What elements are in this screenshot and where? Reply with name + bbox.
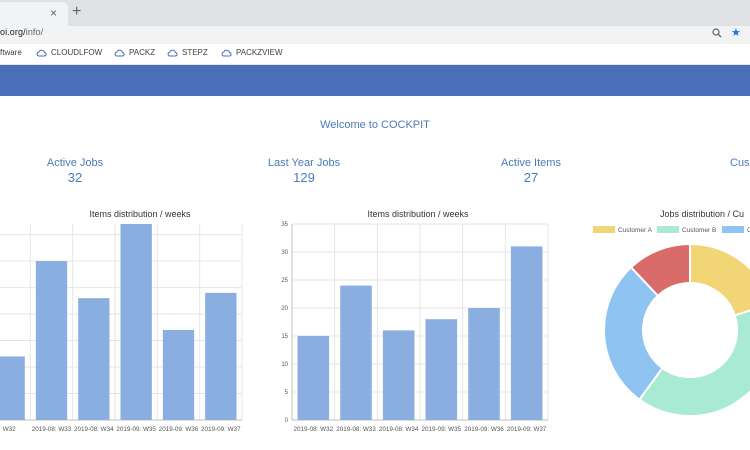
x-tick-label: 2019-09: W35 bbox=[116, 426, 156, 433]
stat-value: 129 bbox=[293, 170, 315, 185]
bookmark-label: STEPZ bbox=[182, 48, 208, 57]
bar bbox=[382, 330, 415, 420]
bookmark-cloudflow[interactable]: CLOUDLFOW bbox=[36, 48, 102, 57]
stat-label: Active Items bbox=[501, 157, 561, 169]
bar bbox=[78, 298, 110, 420]
bar bbox=[425, 319, 458, 420]
chart1-title: Items distribution / weeks bbox=[89, 209, 191, 219]
bookmark-software[interactable]: ftware bbox=[0, 48, 22, 57]
x-tick-label: 2019-08: W34 bbox=[74, 426, 114, 433]
stat-active-jobs: Active Jobs 32 bbox=[35, 157, 115, 185]
app-header-bar bbox=[0, 65, 750, 96]
legend-swatch bbox=[593, 226, 615, 233]
stat-active-items: Active Items 27 bbox=[486, 157, 576, 185]
x-tick-label: 2019-08: W32 bbox=[294, 426, 334, 433]
bookmark-label: PACKZ bbox=[129, 48, 156, 57]
x-tick-label: 2019-08: W33 bbox=[32, 426, 72, 433]
bar bbox=[162, 329, 195, 420]
x-tick-label: 2019-08: W33 bbox=[336, 426, 376, 433]
pie-slice bbox=[689, 242, 750, 317]
bar bbox=[297, 336, 330, 420]
bookmark-label: ftware bbox=[0, 48, 22, 57]
stat-value: 32 bbox=[67, 170, 83, 185]
x-tick-label: 2019-09: W35 bbox=[422, 426, 462, 433]
pie-slice bbox=[603, 265, 664, 401]
legend-swatch bbox=[722, 226, 744, 233]
y-tick-label: 20 bbox=[281, 306, 288, 312]
bar bbox=[468, 308, 500, 420]
bar bbox=[0, 356, 25, 420]
new-tab-button[interactable]: + bbox=[72, 3, 82, 20]
cloud-icon bbox=[36, 49, 47, 57]
bar bbox=[510, 246, 543, 420]
close-tab-icon[interactable]: × bbox=[50, 6, 58, 20]
legend-customer-b[interactable]: Customer B bbox=[657, 226, 716, 234]
x-tick-label: 2019-09: W37 bbox=[507, 426, 547, 433]
y-tick-label: 0 bbox=[285, 418, 289, 424]
legend-label: Customer B bbox=[682, 227, 717, 234]
stat-customers: Cus bbox=[730, 157, 750, 170]
chart1-items-by-week: W32 2019-08: W33 2019-08: W34 2019-09: W35 2… bbox=[0, 224, 243, 433]
y-tick-label: 10 bbox=[281, 362, 288, 368]
stat-last-year-jobs: Last Year Jobs 129 bbox=[254, 157, 354, 185]
cloud-icon bbox=[114, 49, 125, 57]
browser-tab-bar: × + bbox=[0, 0, 750, 26]
y-tick-label: 30 bbox=[281, 250, 288, 256]
y-tick-label: 25 bbox=[281, 278, 288, 284]
pie-slice bbox=[638, 309, 750, 417]
stat-label: Active Jobs bbox=[46, 157, 104, 169]
chart2-title: Items distribution / weeks bbox=[367, 209, 469, 219]
legend-customer-c[interactable]: C bbox=[722, 226, 750, 234]
y-tick-label: 5 bbox=[285, 390, 289, 396]
stat-label: Last Year Jobs bbox=[267, 157, 341, 169]
zoom-icon[interactable] bbox=[712, 28, 722, 41]
bookmark-stepz[interactable]: STEPZ bbox=[167, 48, 208, 57]
y-tick-label: 15 bbox=[281, 334, 288, 340]
url-host: oi.org/ bbox=[0, 27, 26, 37]
x-tick-label: W32 bbox=[3, 426, 16, 433]
welcome-title: Welcome to COCKPIT bbox=[320, 119, 430, 131]
bar bbox=[205, 292, 237, 420]
chart3-title: Jobs distribution / Cu bbox=[660, 209, 745, 219]
legend-label: C bbox=[747, 227, 750, 234]
legend-label: Customer A bbox=[618, 227, 652, 234]
bar bbox=[340, 285, 372, 420]
cloud-icon bbox=[167, 49, 178, 57]
bookmark-star-icon[interactable]: ★ bbox=[731, 27, 741, 39]
chart3-jobs-by-customer bbox=[603, 242, 750, 417]
y-tick-label: 35 bbox=[281, 222, 288, 228]
bookmark-label: PACKZVIEW bbox=[236, 48, 283, 57]
x-tick-label: 2019-09: W36 bbox=[159, 426, 199, 433]
x-tick-label: 2019-08: W34 bbox=[379, 426, 419, 433]
bookmark-label: CLOUDLFOW bbox=[51, 48, 103, 57]
stat-value: 27 bbox=[523, 170, 539, 185]
cloud-icon bbox=[221, 49, 232, 57]
legend-swatch bbox=[657, 226, 679, 233]
bar bbox=[35, 261, 68, 420]
bar bbox=[120, 224, 152, 420]
legend-customer-a[interactable]: Customer A bbox=[593, 226, 652, 234]
url-text[interactable]: oi.org/info/ bbox=[0, 27, 43, 37]
x-tick-label: 2019-09: W36 bbox=[464, 426, 504, 433]
bookmarks-bar: ftware CLOUDLFOW PACKZ STEPZ PACKZVIEW bbox=[0, 44, 750, 65]
bookmark-packzview[interactable]: PACKZVIEW bbox=[221, 48, 283, 57]
x-tick-label: 2019-09: W37 bbox=[201, 426, 241, 433]
pie-slice bbox=[629, 242, 691, 298]
address-bar[interactable]: oi.org/info/ ★ bbox=[0, 26, 750, 44]
stat-label: Cus bbox=[730, 157, 750, 169]
browser-tab[interactable]: × bbox=[0, 2, 68, 26]
url-path: info/ bbox=[25, 27, 44, 37]
bookmark-packz[interactable]: PACKZ bbox=[114, 48, 155, 57]
